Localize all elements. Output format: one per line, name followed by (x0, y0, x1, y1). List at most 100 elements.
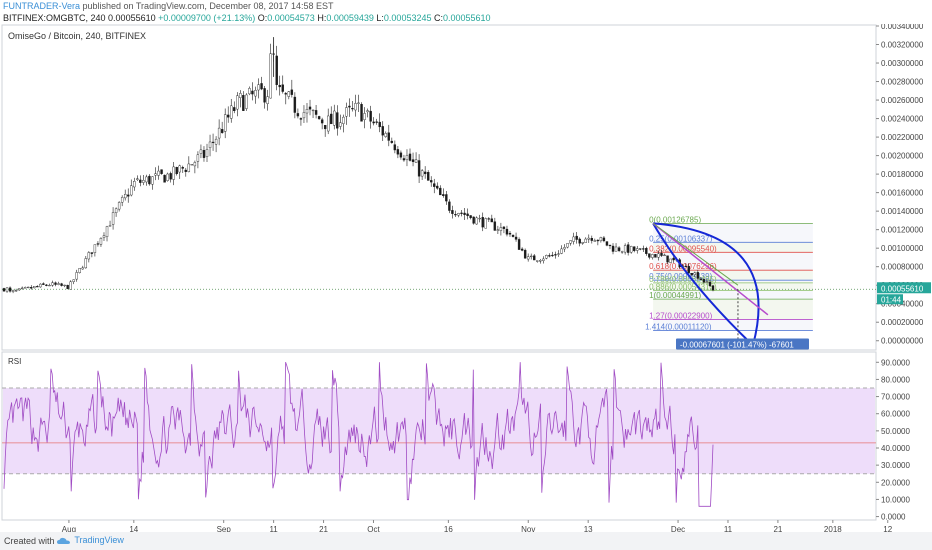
timer-badge-text: 01:44 (881, 295, 902, 304)
candle-body (372, 121, 375, 124)
candle-body (127, 194, 130, 197)
candle-body (114, 208, 118, 213)
candle-body (669, 258, 672, 263)
candle-body (48, 284, 51, 287)
open-label: O: (257, 13, 268, 23)
rsi-panel[interactable]: RSI 90.0000 80.0000 70.0000 60.0000 50.0000 40… (1, 351, 910, 522)
candle-body (193, 162, 197, 167)
low-value: 0.00053245 (383, 13, 432, 23)
candle-body (472, 216, 475, 224)
candle-body (436, 185, 439, 189)
rsi-band (3, 388, 875, 474)
last-price-badge-text: 0.00055610 (881, 284, 924, 293)
author-link[interactable]: FUNTRADER-Vera (3, 1, 81, 11)
candle-body (269, 53, 272, 99)
candle-body (351, 108, 354, 110)
price-panel-border (1, 24, 877, 351)
candle-body (33, 286, 36, 289)
candle-body (142, 180, 145, 183)
candle-body (611, 245, 615, 252)
candle-body (693, 272, 697, 275)
measure-label: -0.00067601 (-101.47%) -67601 (680, 340, 794, 349)
chart-svg[interactable]: OmiseGo / Bitcoin, 240, BITFINEX 0.003400… (0, 22, 932, 534)
candle-body (545, 255, 548, 259)
x-tick-label: Aug (62, 525, 76, 532)
candle-body (375, 121, 378, 123)
candle-body (72, 279, 75, 282)
candle-body (163, 174, 166, 183)
candle-body (448, 201, 451, 211)
fib-level-label: 0.786(0.00062495) (649, 275, 717, 284)
candle-body (360, 104, 363, 122)
candle-body (36, 286, 39, 288)
candle-body (366, 110, 369, 113)
rsi-tick-label: 40.0000 (881, 444, 910, 453)
candle-body (684, 265, 687, 268)
candle-body (187, 163, 191, 172)
time-axis[interactable]: Aug 14 Sep 11 21 Oct 16 Nov 13 Dec 11 21 2018 12 (2, 519, 893, 534)
candle-body (287, 91, 291, 97)
candle-body (454, 214, 457, 216)
candle-body (390, 140, 394, 143)
candle-body (178, 165, 181, 173)
candle-body (578, 238, 581, 244)
candle-body (202, 150, 206, 158)
candle-body (257, 84, 260, 91)
candle-body (572, 236, 575, 242)
candle-body (517, 239, 521, 250)
candle-body (629, 246, 633, 253)
candle-body (526, 256, 530, 260)
candle-body (133, 181, 136, 188)
candle-body (242, 95, 245, 111)
candle-body (51, 282, 54, 286)
rsi-tick-label: 80.0000 (881, 375, 910, 384)
price-panel[interactable]: OmiseGo / Bitcoin, 240, BITFINEX 0.003400… (1, 22, 931, 351)
candle-body (184, 169, 187, 172)
candle-body (39, 283, 42, 288)
candle-body (281, 84, 284, 92)
candle-body (311, 109, 315, 112)
candle-body (81, 267, 84, 270)
candle-body (399, 152, 403, 158)
x-tick-label: Nov (521, 525, 535, 532)
x-tick-label: 21 (773, 525, 782, 532)
price-change: +0.00009700 (+21.13%) (158, 13, 256, 23)
candle-body (560, 248, 563, 254)
y-tick-label: 0.00020000 (881, 318, 924, 327)
candle-body (66, 284, 69, 290)
candle-body (30, 287, 33, 289)
tradingview-logo-text: TradingView (74, 535, 124, 545)
x-tick-label: 2018 (824, 525, 842, 532)
candle-body (130, 185, 133, 196)
candle-body (327, 115, 330, 132)
candle-body (20, 287, 24, 289)
candle-body (275, 55, 278, 85)
x-tick-label: 12 (883, 525, 892, 532)
candle-body (523, 249, 527, 259)
candle-body (569, 240, 572, 244)
candle-body (590, 238, 594, 241)
candle-body (75, 272, 78, 280)
low-label: L: (376, 13, 384, 23)
chart-frame[interactable]: OmiseGo / Bitcoin, 240, BITFINEX 0.003400… (0, 22, 932, 534)
candle-body (596, 239, 600, 242)
candle-body (602, 237, 606, 242)
candle-body (599, 237, 603, 242)
candle-body (430, 180, 433, 183)
candle-body (639, 248, 642, 250)
created-with-label: Created with (4, 536, 55, 546)
candle-body (648, 253, 651, 258)
candle-body (284, 93, 287, 95)
candle-body (642, 248, 645, 250)
candle-body (551, 254, 554, 257)
candle-body (227, 114, 230, 118)
candle-body (690, 273, 693, 276)
candle-body (614, 246, 618, 252)
symbol-label: BITFINEX:OMGBTC, 240 (3, 13, 106, 23)
rsi-tick-label: 30.0000 (881, 461, 910, 470)
y-tick-label: 0.00300000 (881, 59, 924, 68)
tradingview-logo[interactable]: TradingView (56, 535, 124, 546)
candle-body (469, 215, 472, 219)
candle-body (175, 167, 178, 175)
y-tick-label: 0.00140000 (881, 207, 924, 216)
